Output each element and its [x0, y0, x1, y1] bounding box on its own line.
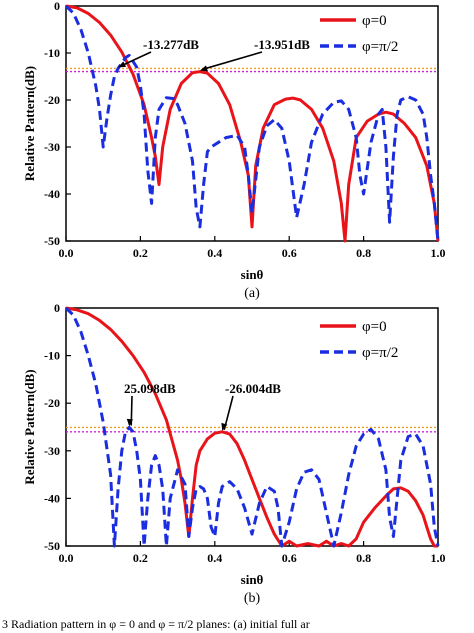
x-tick-label: 0.6 [282, 551, 297, 565]
x-tick-label: 0.8 [356, 551, 371, 565]
x-tick-label: 0.2 [133, 246, 148, 260]
panel-subtitle: (b) [244, 591, 261, 606]
y-tick-label: -40 [44, 491, 60, 505]
y-tick-label: 0 [54, 301, 60, 315]
x-tick-label: 0.4 [207, 551, 222, 565]
x-tick-label: 0.2 [133, 551, 148, 565]
y-tick-label: -20 [44, 396, 60, 410]
y-tick-label: -50 [44, 234, 60, 248]
annotation-label: -13.277dB [143, 37, 199, 52]
panel-subtitle: (a) [244, 286, 260, 301]
y-tick-label: 0 [54, 0, 60, 13]
x-tick-label: 1.0 [431, 551, 446, 565]
series-line-phi-0 [65, 306, 438, 548]
x-tick-label: 0.0 [59, 551, 74, 565]
x-axis-label: sinθ [241, 267, 264, 282]
y-tick-label: -10 [44, 46, 60, 60]
x-axis-label: sinθ [241, 572, 264, 587]
annotation-arrow [119, 51, 152, 68]
annotation-arrow [201, 51, 263, 71]
legend-label: φ=0 [362, 13, 387, 29]
legend-label: φ=π/2 [362, 345, 398, 361]
y-tick-label: -10 [44, 349, 60, 363]
series-line-phi-pi-over-2 [64, 4, 440, 242]
y-tick-label: -20 [44, 93, 60, 107]
x-tick-label: 0.8 [356, 246, 371, 260]
figure-caption: g. 3 Radiation pattern in φ = 0 and φ = … [0, 617, 310, 631]
annotation-arrowhead [126, 418, 133, 427]
annotation-label: 25.098dB [124, 381, 176, 396]
y-tick-label: -50 [44, 539, 60, 553]
annotation-label: -13.951dB [254, 37, 310, 52]
series-line-phi-pi-over-2 [64, 306, 440, 548]
chart-panel-b: 0.0 0.2 0.4 0.6 0.8 1.0 0 -10 -20 -30 -40 -50 sinθ Re… [22, 301, 446, 606]
x-tick-label: 0.4 [207, 246, 222, 260]
y-tick-label: -30 [44, 140, 60, 154]
y-tick-label: -30 [44, 444, 60, 458]
y-axis-label: Relative Pattern(dB) [22, 66, 37, 181]
y-tick-label: -40 [44, 187, 60, 201]
legend-label: φ=π/2 [362, 39, 398, 55]
chart-panel-a: 0.0 0.2 0.4 0.6 0.8 1.0 0 -10 -20 -30 -40 -50 sinθ Re… [22, 0, 446, 301]
annotation-arrowhead [118, 61, 127, 68]
plot-frame [65, 5, 439, 242]
series-line-phi-0 [65, 4, 440, 243]
x-tick-label: 1.0 [431, 246, 446, 260]
y-axis-label: Relative Pattern(dB) [22, 369, 37, 484]
annotation-arrowhead [199, 65, 208, 72]
x-tick-label: 0.6 [282, 246, 297, 260]
x-tick-label: 0.0 [59, 246, 74, 260]
annotation-arrowhead [221, 422, 228, 431]
legend-label: φ=0 [362, 319, 387, 335]
annotation-label: -26.004dB [225, 381, 281, 396]
